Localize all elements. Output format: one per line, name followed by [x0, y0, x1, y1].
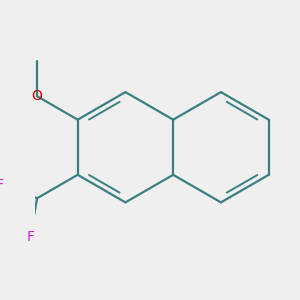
Text: F: F [26, 230, 34, 244]
Text: O: O [32, 89, 43, 103]
Text: F: F [0, 178, 4, 192]
